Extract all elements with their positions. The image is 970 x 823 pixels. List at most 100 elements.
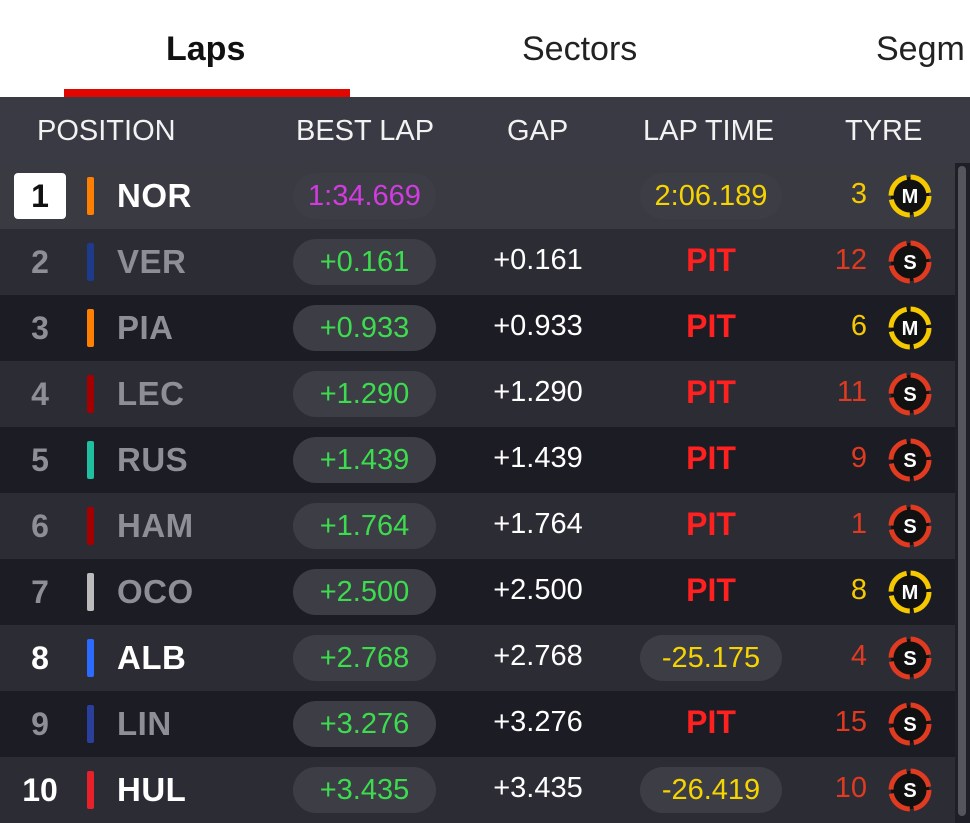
team-color-bar — [87, 507, 94, 545]
tyre-laps: 10 — [834, 772, 867, 804]
gap-value: +3.276 — [493, 706, 583, 738]
medium-tyre-icon: M — [888, 306, 932, 350]
position-number: 3 — [31, 310, 49, 346]
position-number: 7 — [31, 574, 49, 610]
header-gap: GAP — [507, 115, 569, 147]
soft-tyre-icon: S — [888, 438, 932, 482]
soft-tyre-icon: S — [888, 702, 932, 746]
tyre-compound-letter: M — [902, 582, 919, 604]
tyre-laps: 12 — [834, 244, 867, 276]
best-lap-pill: +3.435 — [293, 767, 436, 813]
header-tyre: TYRE — [845, 115, 923, 147]
header-position: POSITION — [37, 115, 176, 147]
best-lap-pill: +1.290 — [293, 371, 436, 417]
header-lap-time: LAP TIME — [643, 115, 775, 147]
gap-value: +0.161 — [493, 244, 583, 276]
pit-status: PIT — [686, 242, 736, 278]
tyre-compound-letter: S — [903, 384, 916, 406]
tyre-laps: 6 — [850, 310, 867, 342]
soft-tyre-icon: S — [888, 372, 932, 416]
driver-code: VER — [117, 243, 187, 280]
tyre-laps: 9 — [850, 442, 867, 474]
pit-status: PIT — [686, 308, 736, 344]
medium-tyre-icon: M — [888, 174, 932, 218]
table-header: POSITION BEST LAP GAP LAP TIME TYRE — [0, 97, 970, 163]
tyre-laps: 8 — [850, 574, 867, 606]
tab-sectors[interactable]: Sectors — [522, 30, 638, 68]
pit-status: PIT — [686, 704, 736, 740]
tyre-compound-letter: S — [903, 714, 916, 736]
position-number: 2 — [31, 244, 49, 280]
scrollbar[interactable] — [958, 166, 966, 816]
gap-value: +3.435 — [493, 772, 583, 804]
best-lap-pill: +2.768 — [293, 635, 436, 681]
table-row[interactable]: 10 HUL +3.435 +3.435 -26.419 10 S — [0, 757, 955, 823]
tyre-compound-letter: S — [903, 450, 916, 472]
team-color-bar — [87, 375, 94, 413]
driver-code: HAM — [117, 507, 194, 544]
table-row[interactable]: 4 LEC +1.290 +1.290 PIT 11 S — [0, 361, 955, 427]
gap-value: +0.933 — [493, 310, 583, 342]
gap-value: +2.500 — [493, 574, 583, 606]
position-number: 5 — [31, 442, 49, 478]
table-row[interactable]: 7 OCO +2.500 +2.500 PIT 8 M — [0, 559, 955, 625]
tyre-laps: 11 — [836, 376, 867, 408]
best-lap-pill: +3.276 — [293, 701, 436, 747]
tab-segments[interactable]: Segm — [876, 30, 965, 68]
gap-value: +1.439 — [493, 442, 583, 474]
soft-tyre-icon: S — [888, 504, 932, 548]
table-row[interactable]: 1 NOR 1:34.669 2:06.189 3 M — [0, 163, 955, 229]
tyre-laps: 4 — [850, 640, 867, 672]
tyre-compound-letter: S — [903, 780, 916, 802]
tab-laps[interactable]: Laps — [166, 30, 246, 68]
position-number: 6 — [31, 508, 49, 544]
tyre-compound-letter: S — [903, 252, 916, 274]
lap-time-pill: -25.175 — [640, 635, 782, 681]
tyre-compound-letter: S — [903, 648, 916, 670]
soft-tyre-icon: S — [888, 636, 932, 680]
best-lap-pill: +1.764 — [293, 503, 436, 549]
best-lap-pill: 1:34.669 — [293, 173, 436, 219]
driver-code: NOR — [117, 177, 192, 214]
tyre-compound-letter: M — [902, 318, 919, 340]
pit-status: PIT — [686, 440, 736, 476]
table-row[interactable]: 8 ALB +2.768 +2.768 -25.175 4 S — [0, 625, 955, 691]
header-best-lap: BEST LAP — [296, 115, 435, 147]
table-row[interactable]: 5 RUS +1.439 +1.439 PIT 9 S — [0, 427, 955, 493]
driver-code: OCO — [117, 573, 194, 610]
team-color-bar — [87, 243, 94, 281]
table-row[interactable]: 6 HAM +1.764 +1.764 PIT 1 S — [0, 493, 955, 559]
driver-code: LEC — [117, 375, 185, 412]
position-number: 1 — [14, 173, 66, 219]
position-number: 8 — [31, 640, 49, 676]
best-lap-pill: +0.161 — [293, 239, 436, 285]
team-color-bar — [87, 573, 94, 611]
team-color-bar — [87, 177, 94, 215]
team-color-bar — [87, 309, 94, 347]
driver-code: PIA — [117, 309, 174, 346]
table-row[interactable]: 9 LIN +3.276 +3.276 PIT 15 S — [0, 691, 955, 757]
driver-code: RUS — [117, 441, 189, 478]
tyre-laps: 15 — [834, 706, 867, 738]
pit-status: PIT — [686, 374, 736, 410]
position-number: 4 — [31, 376, 49, 412]
best-lap-pill: +2.500 — [293, 569, 436, 615]
lap-time-pill: 2:06.189 — [640, 173, 782, 219]
timing-table-body: 1 NOR 1:34.669 2:06.189 3 M 2 VER +0.161 +0.161 PI… — [0, 163, 970, 823]
table-row[interactable]: 3 PIA +0.933 +0.933 PIT 6 M — [0, 295, 955, 361]
position-number: 9 — [31, 706, 49, 742]
lap-time-pill: -26.419 — [640, 767, 782, 813]
tyre-laps: 1 — [850, 508, 867, 540]
soft-tyre-icon: S — [888, 240, 932, 284]
team-color-bar — [87, 771, 94, 809]
soft-tyre-icon: S — [888, 768, 932, 812]
tyre-compound-letter: M — [902, 186, 919, 208]
tab-bar: Laps Sectors Segm — [0, 0, 970, 97]
table-row[interactable]: 2 VER +0.161 +0.161 PIT 12 S — [0, 229, 955, 295]
best-lap-pill: +1.439 — [293, 437, 436, 483]
tyre-compound-letter: S — [903, 516, 916, 538]
team-color-bar — [87, 639, 94, 677]
pit-status: PIT — [686, 506, 736, 542]
gap-value: +2.768 — [493, 640, 583, 672]
active-tab-indicator — [64, 89, 350, 97]
